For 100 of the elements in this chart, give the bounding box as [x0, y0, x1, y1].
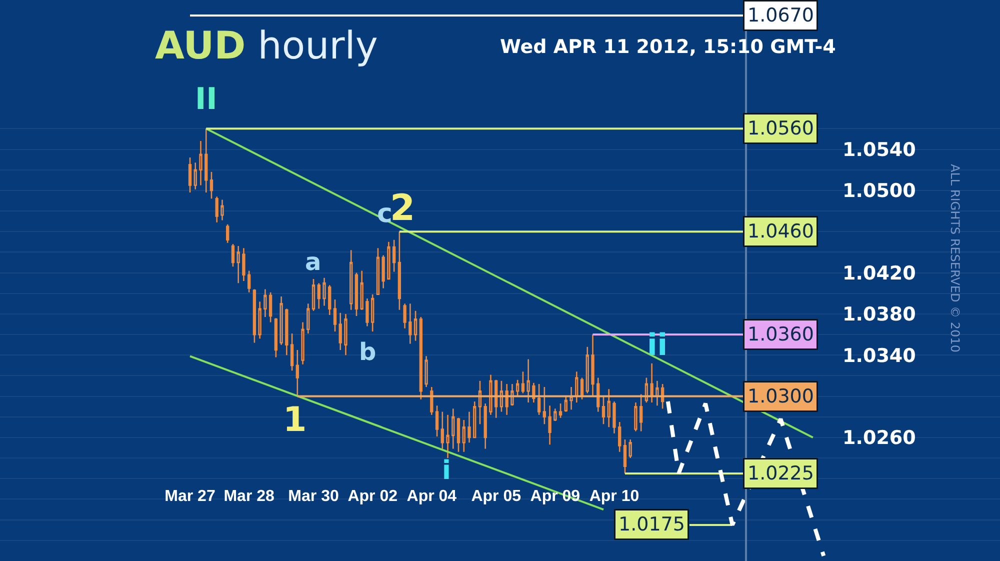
y-tick-label: 1.0340	[842, 344, 916, 367]
candlestick	[387, 241, 390, 280]
candlestick	[435, 404, 439, 438]
candlestick	[350, 249, 353, 310]
candlestick	[220, 199, 224, 221]
candlestick	[312, 278, 316, 312]
candlestick	[537, 383, 541, 416]
candlestick	[408, 303, 412, 344]
candlestick	[596, 377, 600, 412]
candlestick	[623, 438, 627, 474]
candlestick	[456, 417, 460, 453]
candlestick	[634, 402, 638, 432]
candlestick	[392, 239, 396, 272]
candlestick	[344, 313, 348, 356]
candlestick	[478, 380, 482, 425]
candlestick	[505, 383, 508, 416]
candlestick	[360, 270, 364, 310]
candlestick	[188, 156, 192, 194]
candlestick	[264, 288, 267, 318]
candlestick	[564, 396, 568, 412]
candlestick	[204, 128, 208, 194]
data-label: 1.0225	[748, 462, 814, 484]
data-label: 1.0300	[748, 386, 814, 408]
candlestick	[366, 298, 369, 327]
y-tick-label: 1.0380	[842, 304, 916, 326]
y-tick-label: 1.0540	[842, 138, 916, 161]
annotation: II	[195, 82, 218, 117]
candlestick	[510, 383, 514, 406]
x-tick-label: Apr 02	[348, 488, 398, 505]
candlestick	[452, 408, 455, 450]
candlestick	[376, 247, 380, 296]
candlestick	[484, 402, 487, 450]
candlestick	[639, 394, 643, 432]
candlestick	[468, 411, 471, 444]
candlestick	[602, 396, 606, 425]
y-tick-label: 1.0500	[842, 180, 916, 202]
candlestick	[247, 270, 251, 293]
candlestick	[296, 349, 299, 397]
candlestick	[473, 400, 476, 438]
annotation: b	[359, 338, 376, 366]
candlestick	[194, 162, 197, 190]
data-label: 1.0560	[748, 118, 814, 140]
annotation: 1	[283, 400, 307, 440]
candlestick	[554, 408, 557, 422]
candlestick	[231, 243, 235, 268]
candlestick	[586, 346, 589, 394]
candlestick	[542, 386, 546, 425]
text: ALL RIGHTS RESERVED © 2010	[948, 164, 962, 352]
y-tick-label: 1.0420	[842, 262, 916, 284]
x-tick-label: Mar 27	[164, 488, 216, 505]
candlestick	[591, 334, 594, 397]
candlestick	[424, 356, 428, 388]
candlestick	[370, 294, 374, 332]
candlestick	[274, 317, 278, 358]
candlestick	[403, 303, 406, 330]
candlestick	[628, 438, 632, 459]
candlestick	[607, 388, 610, 428]
candlestick	[398, 230, 402, 310]
candlestick	[462, 419, 466, 453]
candlestick	[618, 421, 622, 453]
candlestick	[575, 370, 578, 404]
candlestick	[236, 245, 240, 284]
candlestick	[612, 400, 616, 434]
candlestick	[290, 332, 294, 372]
candlestick	[210, 171, 214, 200]
candlestick	[226, 224, 230, 244]
candlestick	[268, 292, 272, 323]
candlestick	[548, 404, 552, 446]
candlestick	[280, 296, 283, 346]
candlestick	[494, 379, 498, 419]
candlestick	[338, 312, 342, 351]
y-tick-label: 1.0260	[842, 427, 916, 450]
data-label: 1.0175	[618, 514, 685, 536]
candlestick	[333, 298, 337, 332]
data-label: 1.0460	[748, 220, 814, 242]
candlestick	[489, 374, 492, 416]
candlestick	[242, 247, 246, 282]
annotation: i	[442, 456, 451, 486]
candlestick	[656, 380, 659, 406]
annotation: a	[305, 248, 322, 276]
candlestick	[440, 411, 444, 450]
candlestick	[382, 254, 385, 289]
candlestick	[419, 316, 422, 400]
candlestick	[215, 196, 218, 223]
x-tick-label: Mar 30	[288, 488, 339, 505]
x-tick-label: Apr 05	[471, 488, 522, 505]
text: AUD hourly	[155, 23, 378, 68]
candlestick	[301, 322, 304, 366]
candlestick	[414, 310, 418, 342]
candlestick	[252, 288, 256, 344]
candlestick	[199, 140, 202, 186]
candlestick	[317, 282, 320, 310]
x-tick-label: Apr 04	[406, 488, 457, 505]
data-label: 1.0670	[748, 4, 814, 26]
data-label: 1.0360	[748, 324, 814, 346]
candlestick	[322, 277, 326, 306]
candlestick	[526, 358, 530, 404]
candlestick	[650, 362, 654, 404]
candlestick	[521, 370, 525, 394]
annotation: ii	[647, 328, 668, 363]
